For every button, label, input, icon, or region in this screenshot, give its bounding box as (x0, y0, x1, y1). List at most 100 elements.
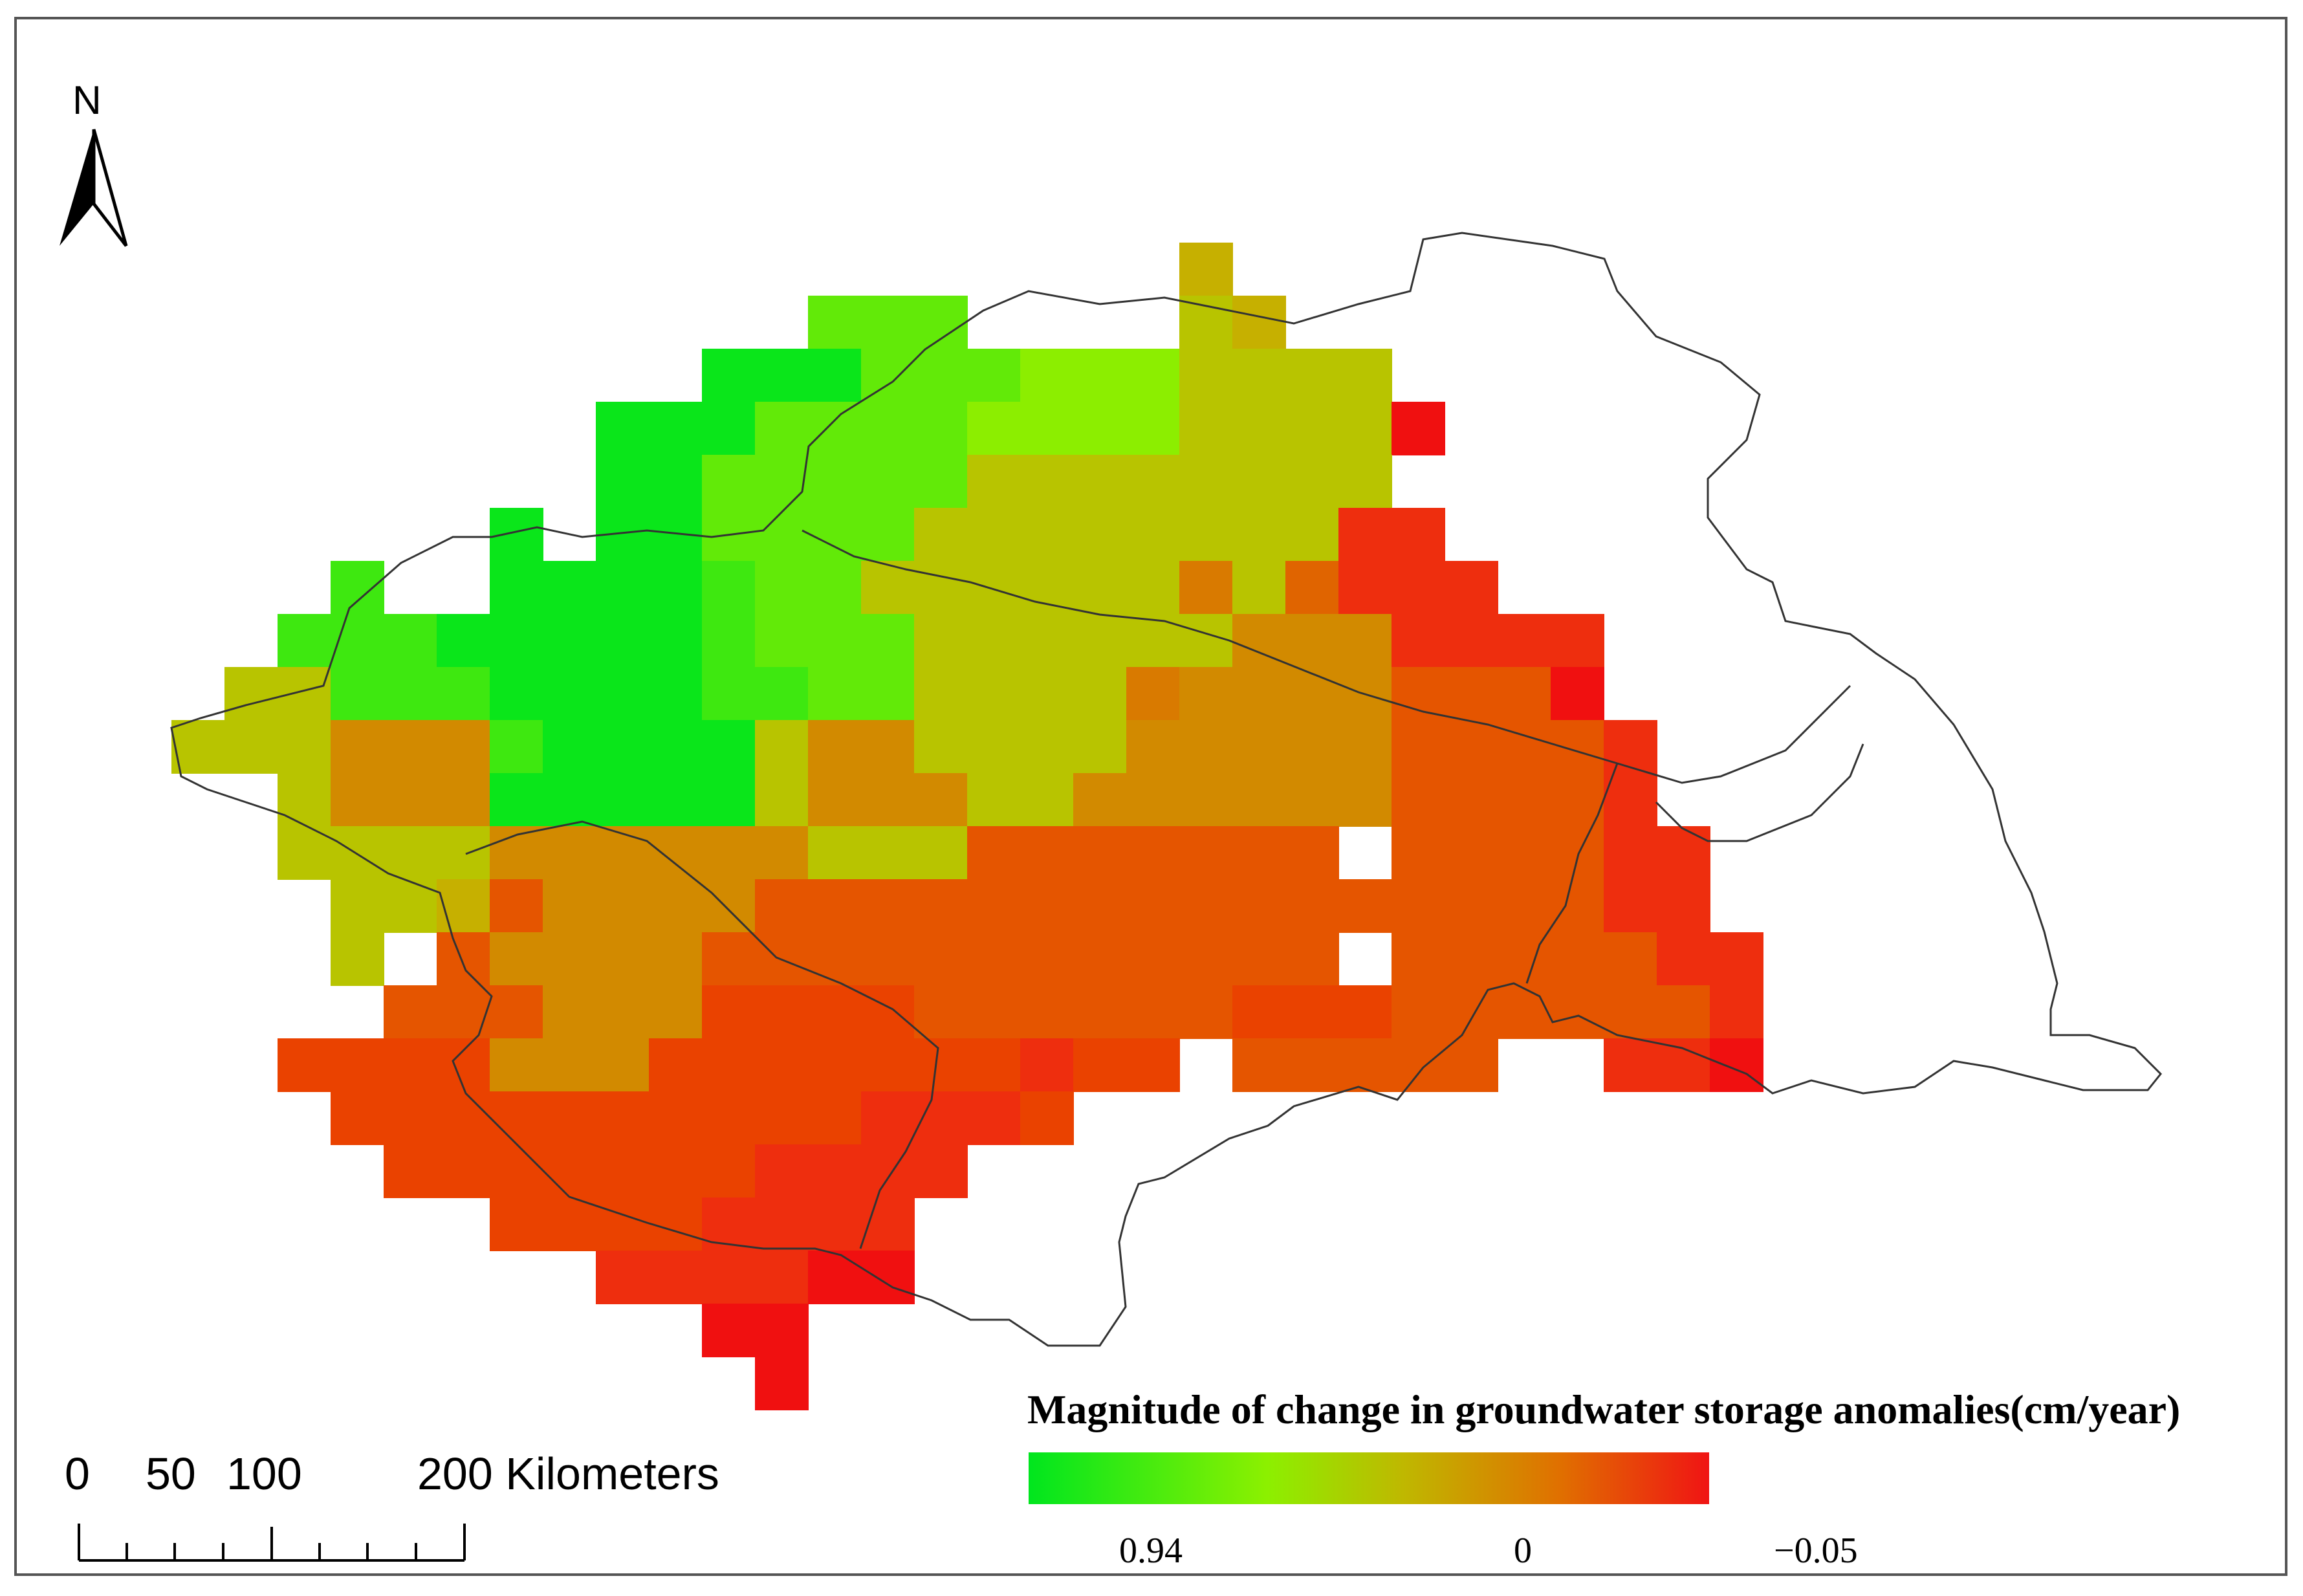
grid-cell (914, 879, 968, 933)
grid-cell (1604, 879, 1657, 933)
grid-cell (1445, 667, 1498, 721)
north-arrow-left-icon (60, 129, 94, 246)
basin-boundaries (170, 232, 2163, 1347)
grid-cell (861, 1251, 915, 1304)
grid-cell (331, 826, 384, 880)
grid-cell (649, 773, 703, 827)
grid-cell (1020, 985, 1074, 1039)
grid-cell (1073, 667, 1127, 721)
grid-cell (1232, 985, 1286, 1039)
grid-cell (1232, 402, 1286, 455)
grid-cell (914, 296, 968, 349)
grid-cell (1020, 455, 1074, 508)
grid-cell (1657, 1038, 1710, 1092)
grid-cell (649, 561, 703, 615)
grid-cell (1073, 561, 1127, 615)
grid-cell (967, 667, 1021, 721)
grid-cell (1445, 879, 1498, 933)
grid-cell (384, 720, 437, 774)
grid-cell (1498, 720, 1551, 774)
grid-cell (331, 561, 384, 615)
grid-cell (490, 1038, 543, 1092)
grid-cell (808, 667, 862, 721)
grid-cell (1020, 932, 1074, 986)
grid-cell (1338, 614, 1392, 668)
grid-cell (808, 1144, 862, 1198)
grid-cell (1232, 296, 1286, 349)
grid-cell (861, 402, 915, 455)
grid-cell (861, 1038, 915, 1092)
grid-cell (1338, 349, 1392, 402)
grid-cell (702, 879, 756, 933)
grid-cell (543, 826, 596, 880)
grid-cell (755, 1357, 809, 1410)
grid-cell (1498, 667, 1551, 721)
grid-cell (1551, 773, 1604, 827)
grid-cell (967, 932, 1021, 986)
grid-cell (543, 773, 596, 827)
grid-cell (1338, 720, 1392, 774)
grid-cell (1338, 773, 1392, 827)
grid-cell (1179, 879, 1233, 933)
grid-cell (278, 667, 331, 721)
grid-cell (1020, 826, 1074, 880)
grid-cell (490, 985, 543, 1039)
grid-cell (649, 667, 703, 721)
grid-cell (967, 720, 1021, 774)
grid-cell (490, 1091, 543, 1145)
grid-cell (702, 1091, 756, 1145)
grid-cell (596, 1144, 649, 1198)
grid-cell (1020, 879, 1074, 933)
grid-cell (1020, 349, 1074, 402)
grid-cell (861, 932, 915, 986)
grid-cell (543, 985, 596, 1039)
grid-cell (1285, 667, 1339, 721)
grid-cell (861, 296, 915, 349)
grid-cell (914, 826, 968, 880)
grid-cell (1232, 932, 1286, 986)
grid-cell (1710, 932, 1763, 986)
grid-cell (1073, 826, 1127, 880)
grid-cell (1445, 720, 1498, 774)
grid-cell (437, 1038, 490, 1092)
grid-cell (596, 614, 649, 668)
grid-cell (1179, 349, 1233, 402)
grid-cell (649, 1144, 703, 1198)
scale-label-0: 0 (65, 1448, 90, 1499)
grid-cell (490, 932, 543, 986)
grid-cell (1232, 1038, 1286, 1092)
grid-cell (1445, 614, 1498, 668)
grid-cell (1020, 1091, 1074, 1145)
grid-cell (1338, 508, 1392, 562)
north-arrow-right-icon (92, 129, 128, 247)
grid-cell (1338, 455, 1392, 508)
grid-cell (1392, 508, 1445, 562)
grid-cell (1285, 826, 1339, 880)
grid-cell (1285, 349, 1339, 402)
grid-cell (384, 1038, 437, 1092)
grid-cell (596, 879, 649, 933)
grid-cell (755, 349, 809, 402)
grid-cell (967, 1091, 1021, 1145)
grid-cell (1126, 985, 1180, 1039)
grid-cell (702, 826, 756, 880)
grid-cell (384, 667, 437, 721)
grid-cell (596, 455, 649, 508)
grid-cell (331, 720, 384, 774)
grid-cell (278, 720, 331, 774)
grid-cell (596, 985, 649, 1039)
grid-cell (596, 720, 649, 774)
grid-cell (1338, 879, 1392, 933)
grid-cell (171, 720, 225, 774)
grid-cell (808, 879, 862, 933)
grid-cell (755, 667, 809, 721)
grid-cell (914, 508, 968, 562)
grid-cell (1073, 614, 1127, 668)
grid-cell (1126, 932, 1180, 986)
grid-cell (1285, 508, 1339, 562)
grid-cell (1338, 1038, 1392, 1092)
grid-cell (1126, 508, 1180, 562)
grid-cell (490, 614, 543, 668)
grid-cell (437, 932, 490, 986)
grid-cell (224, 667, 278, 721)
